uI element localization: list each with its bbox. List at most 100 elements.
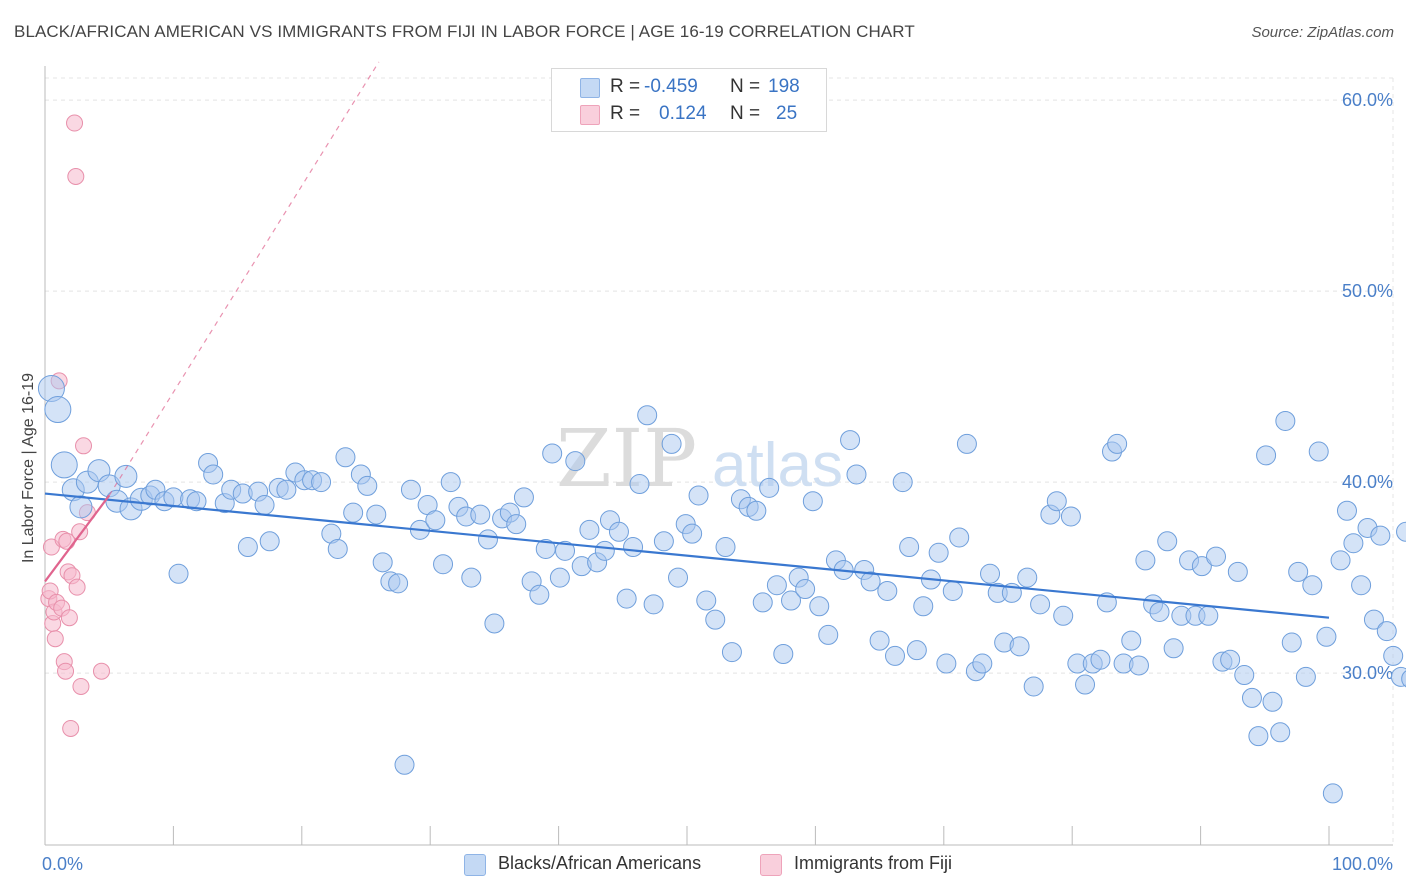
fiji-point	[46, 630, 64, 648]
black-point	[1163, 638, 1184, 659]
black-point	[668, 567, 689, 588]
black-point	[705, 609, 726, 630]
fiji-trend-extension	[108, 61, 380, 496]
black-point	[643, 594, 664, 615]
black-point	[928, 542, 949, 563]
source-credit: Source: ZipAtlas.com	[1251, 24, 1394, 41]
black-point	[565, 451, 586, 472]
black-point	[608, 521, 629, 542]
black-point	[899, 537, 920, 558]
black-points	[37, 375, 1406, 804]
black-point	[942, 580, 963, 601]
black-point	[1308, 441, 1329, 462]
black-point	[69, 495, 93, 519]
black-point	[44, 396, 72, 424]
black-point	[766, 575, 787, 596]
black-point	[366, 504, 387, 525]
legend-swatch-black	[580, 78, 600, 98]
black-point	[1017, 567, 1038, 588]
y-tick-label: 40.0%	[1342, 472, 1393, 492]
black-point	[1030, 594, 1051, 615]
legend-r-value: 0.124	[659, 103, 707, 124]
bottom-legend-swatch-black	[464, 854, 486, 876]
black-point	[746, 500, 767, 521]
fiji-trend-line	[44, 494, 111, 583]
black-point	[400, 479, 421, 500]
fiji-points	[40, 114, 110, 737]
black-point	[1295, 666, 1316, 687]
fiji-point	[92, 662, 110, 680]
x-tick-label-max: 100.0%	[1332, 854, 1393, 874]
black-point	[637, 405, 658, 426]
black-point	[1135, 550, 1156, 571]
black-point	[1023, 676, 1044, 697]
black-point	[542, 443, 563, 464]
black-point	[1107, 433, 1128, 454]
bottom-legend-swatch-fiji	[760, 854, 782, 876]
black-point	[906, 640, 927, 661]
black-point	[343, 502, 364, 523]
fiji-point	[67, 168, 85, 185]
black-point	[956, 433, 977, 454]
black-point	[1157, 531, 1178, 552]
black-point	[1383, 645, 1404, 666]
black-point	[892, 472, 913, 493]
black-point	[623, 537, 644, 558]
black-point	[186, 491, 207, 512]
black-point	[357, 475, 378, 496]
black-point	[440, 472, 461, 493]
black-point	[1046, 491, 1067, 512]
black-point	[1275, 410, 1296, 431]
legend-r-label: R =	[610, 76, 641, 97]
black-point	[1288, 561, 1309, 582]
black-point	[1191, 556, 1212, 577]
black-trend-line	[44, 492, 1330, 619]
legend-n-value: 25	[776, 103, 798, 124]
black-point	[1376, 621, 1397, 642]
black-point	[555, 540, 576, 561]
y-tick-label: 50.0%	[1342, 281, 1393, 301]
black-point	[470, 504, 491, 525]
black-point	[752, 592, 773, 613]
black-point	[484, 613, 505, 634]
black-point	[773, 644, 794, 664]
black-point	[1227, 561, 1248, 582]
black-point	[1322, 783, 1343, 804]
black-point	[50, 451, 78, 479]
fiji-point	[72, 677, 90, 695]
black-point	[877, 580, 898, 601]
black-point	[949, 527, 970, 548]
black-point	[840, 430, 861, 451]
black-point	[477, 529, 498, 550]
black-point	[1363, 609, 1384, 630]
black-point	[1060, 506, 1081, 527]
black-point	[1198, 605, 1219, 626]
black-point	[972, 653, 993, 674]
black-point	[1401, 670, 1406, 688]
black-point	[688, 485, 709, 506]
black-point	[388, 573, 409, 594]
y-tick-label: 60.0%	[1342, 90, 1393, 110]
black-point	[163, 487, 184, 508]
black-point	[594, 540, 615, 561]
black-point	[1336, 500, 1357, 521]
black-point	[818, 624, 839, 645]
black-point	[335, 447, 356, 468]
fiji-point	[57, 662, 75, 680]
legend-swatch-fiji	[580, 105, 600, 125]
black-point	[529, 584, 550, 605]
black-point	[885, 645, 906, 666]
black-point	[1256, 445, 1277, 466]
black-point	[1128, 655, 1149, 676]
black-point	[1343, 533, 1364, 554]
legend-n-label: N =	[730, 103, 761, 124]
fiji-point	[66, 114, 84, 132]
legend-n-value: 198	[768, 76, 800, 97]
black-point	[913, 596, 934, 617]
bottom-legend-label-black: Blacks/African Americans	[498, 853, 702, 873]
black-point	[795, 579, 816, 600]
black-point	[237, 537, 258, 558]
black-point	[433, 554, 454, 575]
bottom-legend-label-fiji: Immigrants from Fiji	[794, 853, 953, 873]
black-point	[661, 433, 682, 454]
